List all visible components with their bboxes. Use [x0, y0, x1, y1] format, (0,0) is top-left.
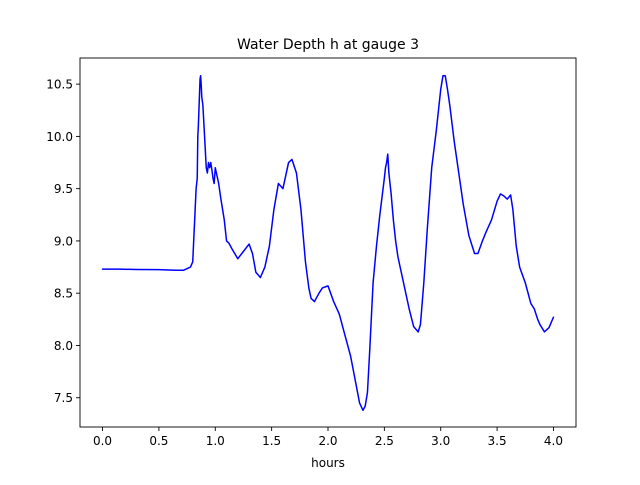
chart-title: Water Depth h at gauge 3: [237, 37, 419, 53]
y-tick-label: 8.0: [54, 339, 73, 353]
x-tick-label: 1.5: [262, 434, 281, 448]
y-tick-label: 8.5: [54, 287, 73, 301]
x-tick-label: 3.5: [488, 434, 507, 448]
plot-area: 0.0 0.5 1.0 1.5 2.0 2.5 3.0 3.5 4.0 7.5 8.0 8.5 9.0 9…: [46, 57, 577, 448]
y-tick-label: 10.5: [46, 78, 73, 92]
x-axis-label: hours: [311, 456, 345, 470]
series-line-0: [101, 75, 555, 412]
x-tick-label: 0.5: [149, 434, 168, 448]
x-tick-label: 2.0: [318, 434, 337, 448]
x-tick-label: 4.0: [544, 434, 563, 448]
y-tick-label: 7.5: [54, 391, 73, 405]
x-tick-label: 3.0: [431, 434, 450, 448]
x-tick-label: 0.0: [93, 434, 112, 448]
x-tick-label: 2.5: [375, 434, 394, 448]
y-tick-label: 9.0: [54, 234, 73, 248]
y-tick-label: 9.5: [54, 182, 73, 196]
x-tick-label: 1.0: [206, 434, 225, 448]
y-tick-label: 10.0: [46, 130, 73, 144]
